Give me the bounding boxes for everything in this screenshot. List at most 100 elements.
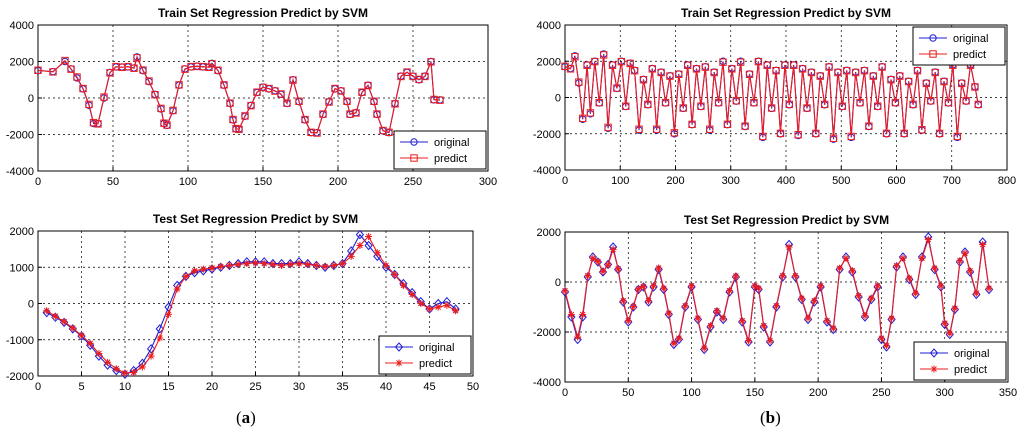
data-point-predict [613, 84, 621, 92]
data-point-predict [719, 314, 727, 322]
y-tick-label: -2000 [6, 371, 34, 383]
data-point-predict [714, 98, 723, 107]
data-point-predict [670, 339, 678, 347]
data-point-predict [741, 122, 749, 130]
data-point-predict [561, 287, 569, 295]
data-point-original [613, 264, 623, 275]
data-point-predict [899, 254, 907, 262]
data-point-original [94, 351, 104, 361]
data-point-original [598, 267, 608, 277]
x-tick-label: 100 [682, 387, 700, 399]
data-point-predict [848, 267, 856, 275]
data-point-predict [745, 70, 754, 78]
data-point-predict [43, 307, 51, 315]
data-point-predict [760, 322, 768, 330]
caption-letter: a [241, 408, 251, 427]
chart-top-left: Train Set Regression Predict by SVM 0 50 10… [6, 6, 497, 188]
data-point-predict [688, 282, 696, 290]
data-point-original [312, 260, 321, 271]
x-tick-label: 300 [936, 387, 954, 399]
legend-label-original: original [953, 33, 988, 45]
data-point-predict [112, 365, 120, 373]
data-point-predict [728, 65, 736, 73]
data-point-predict [269, 260, 277, 268]
data-point-predict [779, 272, 787, 280]
data-point-predict [810, 297, 818, 305]
data-point-predict [591, 57, 599, 66]
x-tick-label: 200 [666, 175, 684, 187]
data-point-predict [804, 314, 812, 322]
data-point-predict [78, 331, 85, 339]
data-point-predict [882, 342, 890, 350]
data-point-predict [575, 78, 583, 86]
data-point-predict [867, 294, 875, 302]
data-point-predict [220, 81, 228, 89]
data-point-predict [719, 58, 727, 66]
data-point-predict [918, 126, 926, 134]
legend-label-predict: predict [434, 153, 467, 165]
data-point-predict [713, 307, 721, 315]
data-point-predict [660, 284, 668, 292]
x-tick-label: 20 [206, 381, 218, 393]
data-point-predict [278, 261, 286, 269]
legend-marker-predict [929, 50, 937, 58]
chart-bottom-right: Test Set Regression Predict by SVM 0 50 100… [533, 213, 1017, 399]
data-point-predict [566, 65, 575, 73]
data-point-predict [191, 267, 199, 275]
series-predict [561, 51, 982, 142]
data-point-predict [843, 66, 851, 75]
data-point-predict [675, 70, 683, 78]
data-point-predict [985, 284, 993, 292]
data-point-predict [100, 93, 108, 101]
data-point-predict [567, 311, 575, 318]
x-tick-label: 40 [380, 381, 392, 393]
data-point-predict [751, 282, 759, 290]
data-point-predict [707, 322, 715, 330]
data-point-predict [823, 317, 831, 325]
data-point-predict [604, 261, 612, 269]
data-point-predict [443, 301, 451, 309]
series-predict [561, 236, 993, 352]
data-point-predict [235, 125, 243, 134]
chart-top-right: Train Set Regression Predict by SVM 0 100 2… [533, 6, 1016, 187]
legend-label-predict: predict [419, 358, 452, 370]
data-point-predict [571, 53, 579, 61]
data-point-predict [295, 260, 303, 268]
data-point-predict [427, 58, 435, 66]
data-point-predict [85, 100, 93, 109]
data-point-predict [931, 264, 939, 272]
x-tick-label: 0 [35, 176, 41, 188]
legend-label-predict: predict [954, 364, 987, 376]
x-tick-label: 50 [622, 387, 634, 399]
data-point-predict [665, 309, 673, 317]
data-point-predict [561, 62, 569, 71]
data-point-predict [436, 96, 444, 104]
data-point-predict [763, 61, 771, 69]
data-point-predict [619, 297, 627, 305]
y-tick-label: -4000 [6, 166, 34, 178]
data-point-predict [905, 274, 913, 282]
data-point-predict [974, 100, 982, 109]
data-point-predict [966, 267, 974, 275]
data-point-predict [817, 282, 825, 290]
data-point-predict [252, 259, 259, 267]
data-point-original [59, 317, 69, 328]
data-point-predict [670, 129, 679, 137]
data-point-predict [836, 264, 844, 272]
data-point-original [364, 240, 373, 251]
data-point-predict [391, 271, 399, 278]
series-predict [34, 54, 444, 137]
data-point-predict [865, 122, 873, 130]
data-point-original [355, 229, 365, 240]
data-point-predict [956, 257, 964, 265]
y-tick-label: 0 [555, 93, 561, 105]
data-point-predict [358, 88, 366, 96]
caption-close: ) [250, 408, 256, 427]
data-point-predict [608, 61, 617, 69]
data-point-predict [666, 72, 674, 80]
data-point-predict [373, 110, 381, 118]
x-tick-label: 50 [107, 176, 119, 188]
data-point-original [68, 324, 77, 334]
x-tick-label: 400 [777, 175, 795, 187]
data-point-predict [365, 232, 373, 240]
